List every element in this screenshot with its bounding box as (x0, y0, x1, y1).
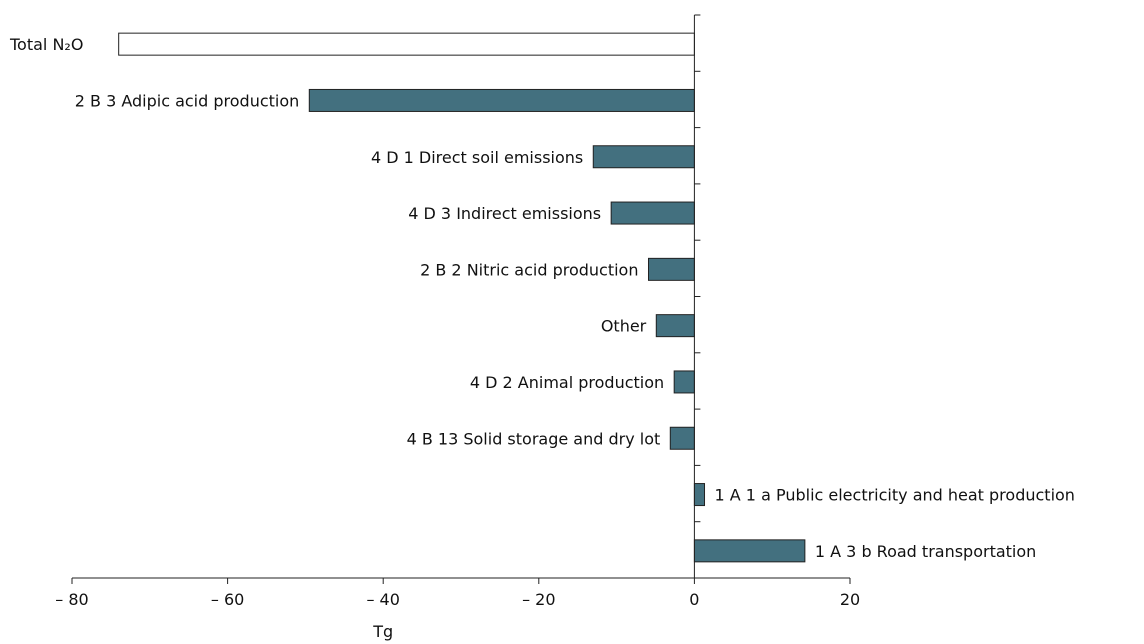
bar-1 (308, 88, 695, 112)
category-label: 4 D 1 Direct soil emissions (371, 148, 583, 167)
bar-4 (647, 257, 695, 281)
bar-3 (610, 201, 695, 225)
bars-group (118, 32, 806, 563)
category-label: Other (601, 317, 647, 336)
x-tick-label: – 20 (522, 590, 555, 609)
x-tick-label: – 60 (211, 590, 244, 609)
bar-7 (669, 426, 695, 450)
category-label: 4 B 13 Solid storage and dry lot (407, 429, 661, 448)
category-label: 2 B 3 Adipic acid production (75, 91, 300, 110)
category-label: 2 B 2 Nitric acid production (420, 260, 638, 279)
category-label: 1 A 1 a Public electricity and heat prod… (715, 486, 1075, 505)
bar-2 (592, 145, 695, 169)
category-label: 4 D 3 Indirect emissions (408, 204, 601, 223)
x-axis-label: Tg (372, 622, 393, 641)
category-label: Total N₂O (9, 35, 83, 54)
x-tick-label: 0 (689, 590, 699, 609)
category-labels-group: Total N₂O 2 B 3 Adipic acid production 4 D… (9, 35, 1075, 561)
bar-9 (693, 539, 806, 563)
bar-8 (693, 483, 706, 507)
x-tick-label: – 80 (55, 590, 88, 609)
x-axis-ticks: – 80 – 60 – 40 – 20 0 20 (55, 578, 860, 609)
bar-5 (655, 314, 695, 338)
x-tick-label: 20 (840, 590, 860, 609)
category-label: 4 D 2 Animal production (470, 373, 664, 392)
category-label: 1 A 3 b Road transportation (815, 542, 1036, 561)
bar-total (118, 32, 695, 56)
x-tick-label: – 40 (366, 590, 399, 609)
bar-6 (673, 370, 695, 394)
